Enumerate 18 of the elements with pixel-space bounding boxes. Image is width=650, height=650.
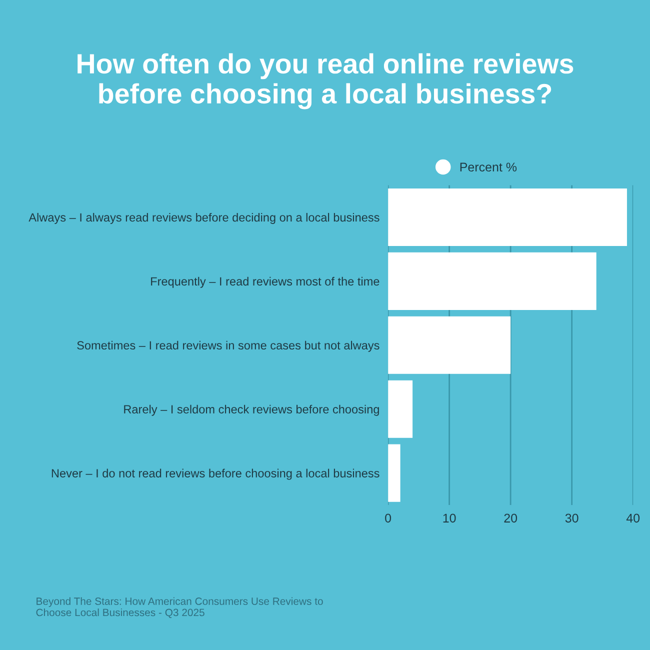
bar	[388, 444, 400, 502]
y-tick-label: Always – I always read reviews before deciding on a local business	[28, 212, 380, 224]
bar	[388, 188, 627, 246]
y-tick-label: Never – I do not read reviews before choosing a local business	[52, 468, 380, 480]
y-tick-label: Sometimes – I read reviews in some cases but not always	[77, 340, 380, 352]
legend-label: Percent %	[460, 162, 517, 172]
x-tick-label: 0	[385, 514, 392, 523]
y-tick-label: Frequently – I read reviews most of the time	[151, 276, 380, 288]
x-tick-label: 20	[504, 514, 518, 523]
bar	[388, 252, 596, 310]
y-tick-label: Rarely – I seldom check reviews before choosing	[124, 404, 379, 416]
bar	[388, 380, 413, 438]
chart-title: How often do you read online reviews before choosing a local business?	[78, 53, 574, 110]
x-tick-label: 10	[443, 514, 456, 523]
bar	[388, 316, 511, 374]
x-tick-label: 30	[565, 514, 578, 523]
text: Beyond The Stars: How American Consumers Use Reviews to Choose Local Businesses - Q3 2025	[36, 597, 323, 618]
x-tick-label: 40	[626, 514, 640, 523]
